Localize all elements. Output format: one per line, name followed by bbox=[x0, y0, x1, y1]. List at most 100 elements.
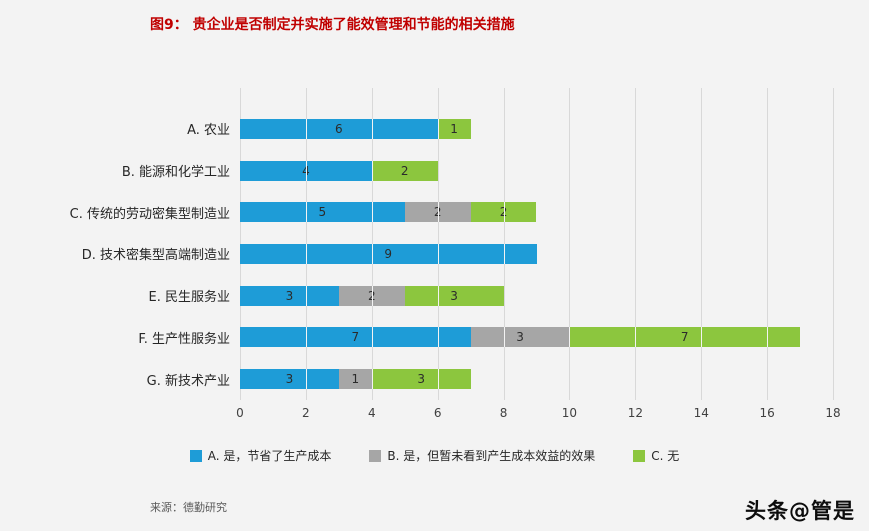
x-tick-label: 8 bbox=[499, 406, 508, 420]
bar-gridline-overlay bbox=[305, 202, 307, 223]
category-labels: A. 农业 B. 能源和化学工业 C. 传统的劳动密集型制造业 D. 技术密集型高端制… bbox=[0, 108, 230, 400]
category-label: A. 农业 bbox=[187, 123, 230, 139]
legend-item: B. 是，但暂未看到产生成本效益的效果 bbox=[369, 447, 595, 464]
bar-row: 7 3 7 bbox=[240, 317, 833, 359]
bar-segment: 3 bbox=[404, 285, 504, 306]
x-tick-label: 2 bbox=[302, 406, 310, 420]
bar-value-label: 1 bbox=[351, 372, 360, 387]
bar-value-label: 5 bbox=[318, 205, 327, 220]
x-tick-label: 14 bbox=[693, 406, 709, 420]
bar-gridline-overlay bbox=[635, 327, 637, 348]
bar-row: 9 bbox=[240, 233, 833, 275]
bar-gridline-overlay bbox=[437, 369, 439, 390]
gridline bbox=[701, 88, 703, 400]
figure-title: 图9： 贵企业是否制定并实施了能效管理和节能的相关措施 bbox=[150, 17, 515, 33]
x-tick-label: 4 bbox=[367, 406, 376, 420]
bar-value-label: 6 bbox=[335, 121, 343, 136]
x-tick-label: 12 bbox=[627, 406, 643, 420]
bar-segment: 3 bbox=[240, 369, 339, 390]
watermark: 头条@管是 bbox=[745, 499, 855, 523]
gridline bbox=[833, 88, 834, 400]
bar-gridline-overlay bbox=[371, 202, 373, 223]
bar-value-label: 3 bbox=[450, 288, 458, 303]
gridline bbox=[767, 88, 769, 400]
bar-gridline-overlay bbox=[371, 285, 373, 306]
bar-value-label: 2 bbox=[400, 163, 409, 178]
stacked-bar: 7 3 7 bbox=[240, 327, 801, 348]
bar-gridline-overlay bbox=[437, 327, 439, 348]
legend-swatch-icon bbox=[189, 449, 202, 462]
bar-gridline-overlay bbox=[371, 118, 373, 139]
legend-label: C. 无 bbox=[651, 449, 680, 463]
bar-value-label: 2 bbox=[500, 205, 508, 219]
stacked-bar: 9 bbox=[240, 243, 537, 264]
category-label: F. 生产性服务业 bbox=[138, 331, 230, 347]
category-label: E. 民生服务业 bbox=[148, 290, 230, 306]
bar-gridline-overlay bbox=[569, 327, 571, 348]
bar-value-label: 2 bbox=[434, 205, 442, 219]
legend-item: C. 无 bbox=[633, 447, 679, 464]
bar-gridline-overlay bbox=[371, 160, 373, 181]
bar-gridline-overlay bbox=[371, 327, 373, 348]
bar-row: 5 2 2 bbox=[240, 191, 833, 233]
bar-row: 3 2 3 bbox=[240, 275, 833, 317]
bar-gridline-overlay bbox=[305, 369, 307, 390]
bar-segment: 2 bbox=[470, 202, 537, 223]
bar-gridline-overlay bbox=[767, 327, 769, 348]
x-axis: 0 2 4 6 8 10 12 14 16 18 bbox=[236, 406, 840, 424]
category-label: C. 传统的劳动密集型制造业 bbox=[69, 206, 230, 222]
bar-segment: 1 bbox=[437, 118, 471, 139]
bar-row: 3 1 3 bbox=[240, 358, 833, 400]
bar-segment: 7 bbox=[240, 327, 471, 348]
legend-label: A. 是，节省了生产成本 bbox=[207, 449, 332, 463]
bars: 61425229323737313 bbox=[240, 108, 833, 400]
bar-gridline-overlay bbox=[305, 243, 307, 264]
bar-gridline-overlay bbox=[305, 285, 307, 306]
x-tick-label: 18 bbox=[825, 406, 841, 420]
legend-item: A. 是，节省了生产成本 bbox=[189, 447, 332, 464]
bar-segment: 3 bbox=[470, 327, 570, 348]
bar-gridline-overlay bbox=[503, 202, 505, 223]
plot-area: 61425229323737313 bbox=[240, 88, 834, 400]
bar-value-label: 3 bbox=[285, 288, 294, 303]
x-tick-label: 6 bbox=[433, 406, 442, 420]
bar-gridline-overlay bbox=[437, 118, 439, 139]
bar-segment: 3 bbox=[240, 285, 339, 306]
gridline bbox=[569, 88, 571, 400]
category-label: B. 能源和化学工业 bbox=[121, 165, 230, 181]
bar-segment: 7 bbox=[569, 327, 801, 348]
bar-segment: 1 bbox=[338, 369, 372, 390]
legend-swatch-icon bbox=[369, 449, 382, 462]
bar-segment: 5 bbox=[240, 202, 405, 223]
bar-segment: 2 bbox=[371, 160, 438, 181]
bar-gridline-overlay bbox=[503, 327, 505, 348]
bar-value-label: 7 bbox=[680, 330, 689, 345]
legend-label: B. 是，但暂未看到产生成本效益的效果 bbox=[387, 449, 596, 463]
x-tick-label: 0 bbox=[236, 406, 244, 420]
bar-gridline-overlay bbox=[305, 327, 307, 348]
bar-segment: 6 bbox=[240, 118, 438, 139]
bar-gridline-overlay bbox=[305, 160, 307, 181]
stacked-bar: 3 2 3 bbox=[240, 285, 504, 306]
bar-gridline-overlay bbox=[437, 285, 439, 306]
bar-gridline-overlay bbox=[305, 118, 307, 139]
stacked-bar: 3 1 3 bbox=[240, 369, 471, 390]
bar-gridline-overlay bbox=[437, 202, 439, 223]
category-label: G. 新技术产业 bbox=[146, 373, 230, 389]
bar-value-label: 9 bbox=[384, 246, 393, 261]
bar-value-label: 1 bbox=[450, 121, 458, 136]
bar-gridline-overlay bbox=[701, 327, 703, 348]
bar-row: 42 bbox=[240, 150, 833, 192]
stacked-bar: 42 bbox=[240, 160, 438, 181]
gridline bbox=[635, 88, 637, 400]
bar-value-label: 3 bbox=[516, 330, 524, 345]
category-label: D. 技术密集型高端制造业 bbox=[81, 248, 230, 264]
x-tick-label: 16 bbox=[759, 406, 775, 420]
bar-value-label: 3 bbox=[285, 372, 294, 387]
bar-value-label: 7 bbox=[351, 330, 360, 345]
bar-gridline-overlay bbox=[437, 243, 439, 264]
bar-value-label: 2 bbox=[368, 289, 376, 303]
